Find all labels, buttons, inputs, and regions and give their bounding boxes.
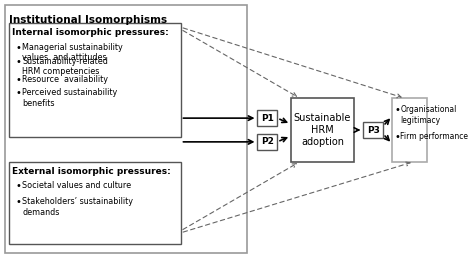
Text: Societal values and culture: Societal values and culture xyxy=(22,181,131,190)
Bar xyxy=(5,5,247,253)
Bar xyxy=(9,23,181,137)
Bar xyxy=(9,162,181,244)
Text: Organisational
legitimacy: Organisational legitimacy xyxy=(401,105,457,125)
Text: Firm performance: Firm performance xyxy=(401,132,468,141)
Text: •: • xyxy=(16,181,22,191)
Text: Internal isomorphic pressures:: Internal isomorphic pressures: xyxy=(12,28,169,37)
Text: •: • xyxy=(395,105,401,115)
Bar xyxy=(363,122,383,138)
Text: Institutional Isomorphisms: Institutional Isomorphisms xyxy=(9,15,167,25)
Text: •: • xyxy=(16,57,22,67)
Text: P2: P2 xyxy=(261,137,274,146)
Text: P3: P3 xyxy=(367,126,380,134)
Text: Sustainability-related
HRM competencies: Sustainability-related HRM competencies xyxy=(22,57,108,76)
Text: •: • xyxy=(16,43,22,53)
Text: Sustainable
HRM
adoption: Sustainable HRM adoption xyxy=(294,113,351,147)
Text: •: • xyxy=(16,88,22,99)
Text: External isomorphic pressures:: External isomorphic pressures: xyxy=(12,167,171,176)
Bar xyxy=(257,134,277,150)
Bar xyxy=(291,98,354,162)
Text: •: • xyxy=(395,132,401,142)
Text: •: • xyxy=(16,75,22,84)
Text: Resource  availability: Resource availability xyxy=(22,75,108,84)
Text: Stakeholders’ sustainability
demands: Stakeholders’ sustainability demands xyxy=(22,197,133,217)
Text: •: • xyxy=(16,197,22,207)
Text: Perceived sustainability
benefits: Perceived sustainability benefits xyxy=(22,88,118,108)
Bar xyxy=(257,110,277,126)
Text: P1: P1 xyxy=(261,114,274,123)
Bar xyxy=(392,98,427,162)
Text: Managerial sustainability
values  and attitudes: Managerial sustainability values and att… xyxy=(22,43,123,62)
